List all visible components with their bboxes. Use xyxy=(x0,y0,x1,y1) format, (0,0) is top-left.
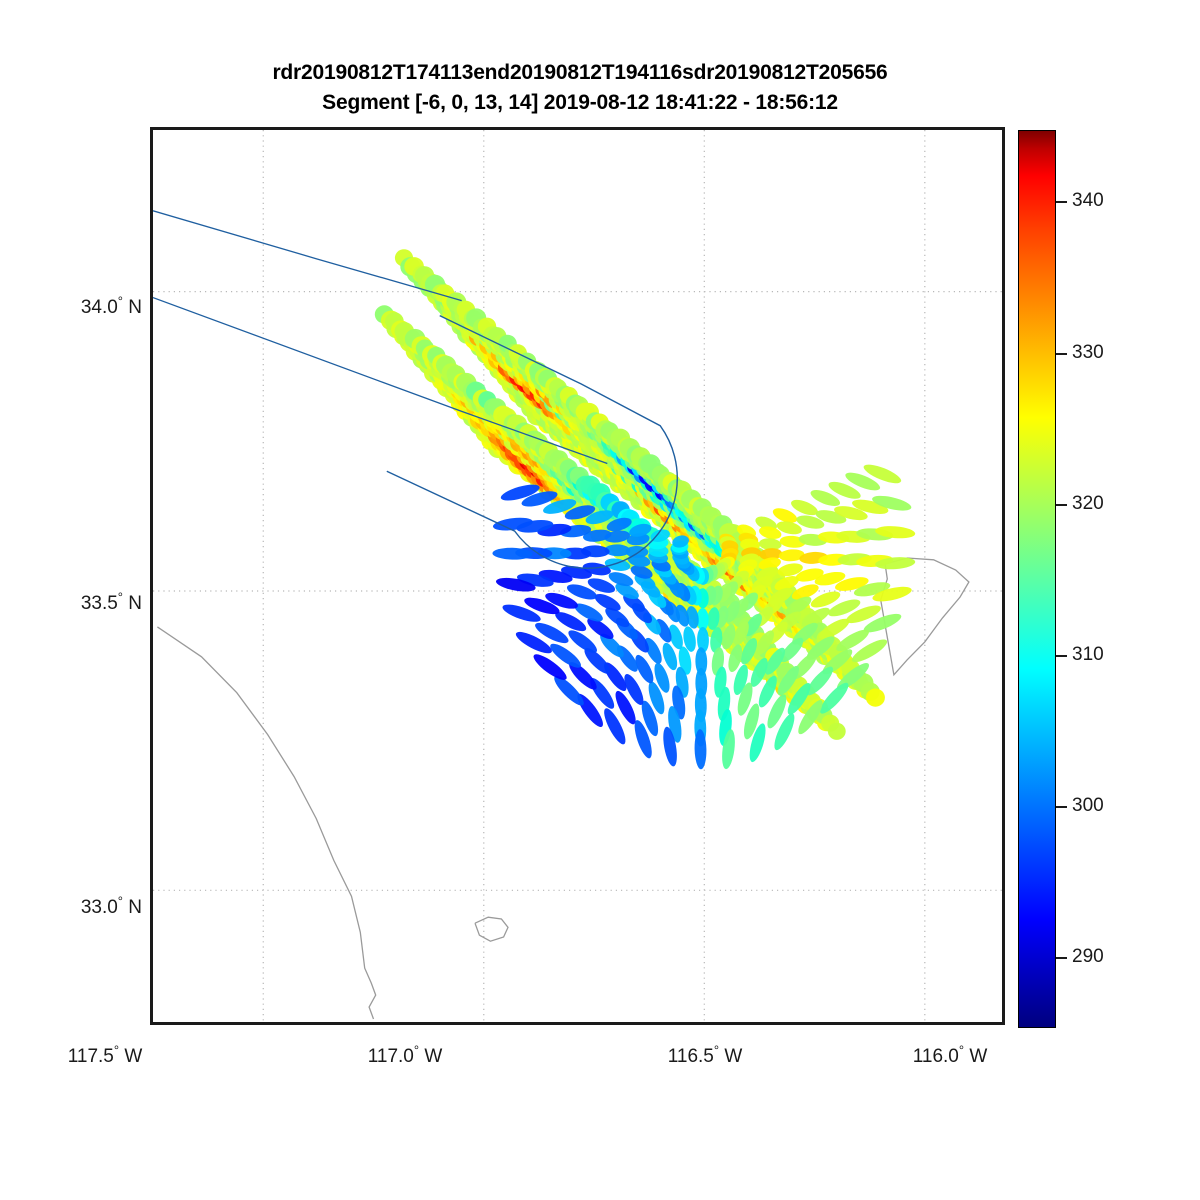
plot-area[interactable] xyxy=(150,127,1005,1025)
colorbar-tick-label-5: 290 xyxy=(1072,946,1104,967)
coastline-overlay xyxy=(157,557,970,1020)
y-tick-label-0: 34.0° N xyxy=(80,293,142,318)
swath-boundary-overlay xyxy=(153,210,678,569)
x-tick-label-0: 117.5° W xyxy=(67,1042,143,1067)
plot-canvas xyxy=(153,130,1002,1022)
colorbar-tick-label-0: 340 xyxy=(1072,190,1104,211)
title-line-2: Segment [-6, 0, 13, 14] 2019-08-12 18:41… xyxy=(322,91,838,114)
colorbar-tick-5 xyxy=(1056,957,1067,959)
y-tick-label-1: 33.5° N xyxy=(80,589,142,614)
colorbar-tick-label-1: 330 xyxy=(1072,342,1104,363)
colorbar[interactable] xyxy=(1018,130,1056,1028)
colorbar-tick-3 xyxy=(1056,655,1067,657)
x-tick-label-3: 116.0° W xyxy=(912,1042,988,1067)
colorbar-tick-label-4: 300 xyxy=(1072,795,1104,816)
colorbar-tick-label-2: 320 xyxy=(1072,493,1104,514)
y-tick-label-2: 33.0° N xyxy=(80,893,142,918)
colorbar-tick-2 xyxy=(1056,504,1067,506)
colorbar-tick-label-3: 310 xyxy=(1072,644,1104,665)
x-tick-label-1: 117.0° W xyxy=(367,1042,443,1067)
figure-title: rdr20190812T174113end20190812T194116sdr2… xyxy=(0,58,1160,118)
colorbar-tick-4 xyxy=(1056,806,1067,808)
colorbar-tick-1 xyxy=(1056,353,1067,355)
x-tick-label-2: 116.5° W xyxy=(667,1042,743,1067)
title-line-1: rdr20190812T174113end20190812T194116sdr2… xyxy=(272,61,888,84)
colorbar-tick-0 xyxy=(1056,201,1067,203)
data-markers xyxy=(374,249,916,770)
